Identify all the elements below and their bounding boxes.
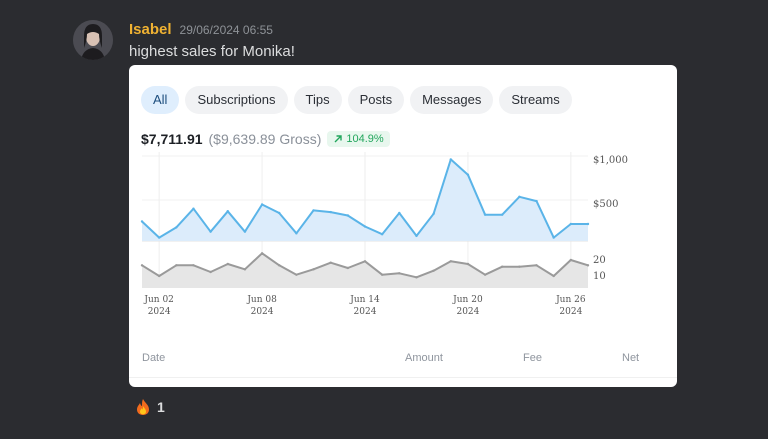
x-tick-label: Jun 20 xyxy=(452,295,483,305)
count-series-point xyxy=(449,260,452,263)
avatar[interactable] xyxy=(73,20,113,60)
sales-series-point xyxy=(157,236,161,239)
count-series-point xyxy=(329,261,332,264)
sales-series-point xyxy=(449,158,452,161)
sales-series-point xyxy=(260,203,264,206)
reaction-button[interactable]: 1 xyxy=(129,396,171,418)
author-name[interactable]: Isabel xyxy=(129,21,172,38)
sales-series-point xyxy=(518,195,521,198)
sales-series-point xyxy=(483,213,487,216)
count-series-point xyxy=(501,265,504,268)
sales-series-point xyxy=(569,222,573,226)
col-amount: Amount xyxy=(405,352,443,364)
sales-series-point xyxy=(586,222,590,226)
count-series-point xyxy=(432,269,435,272)
sales-series-point xyxy=(552,236,555,239)
x-tick-year: 2024 xyxy=(559,307,582,317)
sales-series-point xyxy=(295,232,298,235)
count-series-point xyxy=(483,273,487,276)
table-row xyxy=(129,377,677,387)
filter-tabs: All Subscriptions Tips Posts Messages St… xyxy=(141,86,572,114)
count-series-point xyxy=(226,262,229,266)
count-series-point xyxy=(243,268,247,271)
count-series-point xyxy=(346,266,350,270)
y-tick-label: $500 xyxy=(593,199,618,210)
avatar-image xyxy=(73,20,113,60)
sales-series-point xyxy=(466,173,470,176)
sales-series-point xyxy=(278,211,281,215)
tab-messages[interactable]: Messages xyxy=(410,86,494,114)
table-header: Date Amount Fee Net xyxy=(129,352,677,368)
count-series-point xyxy=(295,273,298,276)
sales-series-point xyxy=(346,214,350,217)
x-tick-year: 2024 xyxy=(354,307,377,317)
count-series-point xyxy=(466,262,470,266)
x-tick-year: 2024 xyxy=(456,307,479,317)
tab-tips[interactable]: Tips xyxy=(293,86,342,114)
fire-emoji-icon xyxy=(137,399,149,415)
x-tick-label: Jun 26 xyxy=(555,295,586,305)
tab-streams[interactable]: Streams xyxy=(499,86,572,114)
growth-badge: 104.9% xyxy=(327,131,390,147)
count-series-point xyxy=(209,270,212,274)
count-series-point xyxy=(140,264,144,267)
sales-series-point xyxy=(175,226,178,229)
sales-series-point xyxy=(209,230,212,233)
x-tick-year: 2024 xyxy=(148,307,171,317)
count-series-point xyxy=(415,276,418,279)
count-series-point xyxy=(312,268,315,271)
sales-series-point xyxy=(226,210,229,213)
tab-posts[interactable]: Posts xyxy=(347,86,405,114)
x-tick-label: Jun 14 xyxy=(349,295,380,305)
count-series-point xyxy=(535,264,538,267)
message-text: highest sales for Monika! xyxy=(129,43,295,60)
sales-series-area xyxy=(142,159,588,241)
image-embed[interactable]: All Subscriptions Tips Posts Messages St… xyxy=(129,65,677,387)
gross-amount: ($9,639.89 Gross) xyxy=(208,131,322,147)
count-series-point xyxy=(380,273,384,276)
count-series-point xyxy=(157,274,161,278)
tab-all[interactable]: All xyxy=(141,86,180,114)
col-net: Net xyxy=(622,352,640,364)
sales-series-point xyxy=(380,233,384,236)
sales-series-point xyxy=(415,234,418,238)
count-series-point xyxy=(175,264,178,267)
sales-series-point xyxy=(312,209,315,212)
count-series-point xyxy=(260,252,264,255)
col-date: Date xyxy=(142,352,166,364)
count-series-point xyxy=(552,274,555,278)
col-fee: Fee xyxy=(523,352,542,364)
y-tick-label: 20 xyxy=(593,255,606,266)
sales-chart: $1,000 $500 20 10 Jun 02 2024 Jun 08 2024 Jun 14… xyxy=(140,152,628,317)
count-series-point xyxy=(398,272,401,275)
sales-summary: $7,711.91 ($9,639.89 Gross) 104.9% xyxy=(141,131,390,147)
sales-series-point xyxy=(140,220,144,223)
count-series-point xyxy=(278,264,281,267)
reaction-count: 1 xyxy=(157,399,165,415)
count-series-point xyxy=(586,264,590,267)
net-amount: $7,711.91 xyxy=(141,131,203,147)
sales-series-point xyxy=(398,211,401,215)
sales-series-point xyxy=(432,212,435,215)
y-tick-label: 10 xyxy=(593,271,606,282)
x-tick-year: 2024 xyxy=(251,307,274,317)
tab-subscriptions[interactable]: Subscriptions xyxy=(185,86,288,114)
sales-series-point xyxy=(329,210,332,214)
count-series-point xyxy=(363,260,367,263)
sales-series-point xyxy=(501,213,504,216)
x-tick-label: Jun 02 xyxy=(143,295,174,305)
message-timestamp: 29/06/2024 06:55 xyxy=(179,23,273,37)
arrow-up-right-icon xyxy=(334,135,343,143)
x-tick-label: Jun 08 xyxy=(246,295,277,305)
y-tick-label: $1,000 xyxy=(593,155,628,166)
message-header: Isabel 29/06/2024 06:55 xyxy=(129,21,273,38)
sales-series-point xyxy=(243,230,247,233)
count-series-point xyxy=(192,264,195,267)
sales-series-point xyxy=(192,207,195,210)
sales-series-point xyxy=(363,225,367,228)
count-series-point xyxy=(569,258,573,262)
sales-series-point xyxy=(535,199,538,203)
count-series-point xyxy=(518,265,521,268)
growth-percent: 104.9% xyxy=(346,133,384,145)
